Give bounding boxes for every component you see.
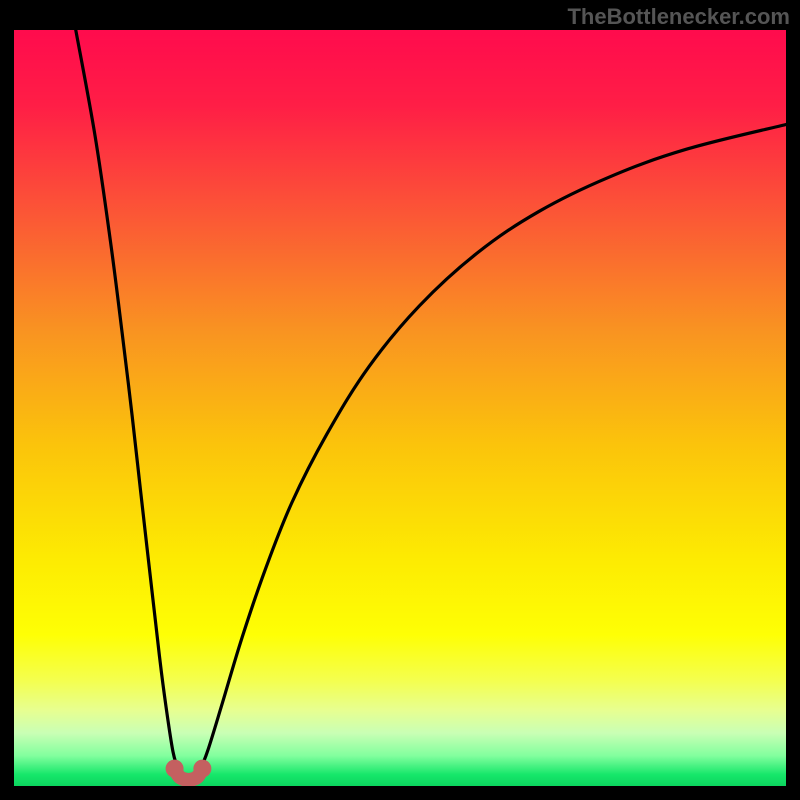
curve-layer — [14, 30, 786, 786]
curve-left — [76, 30, 178, 769]
curve-right — [201, 125, 786, 769]
watermark-text: TheBottlenecker.com — [567, 4, 790, 30]
bottom-u-dot-left — [166, 760, 184, 778]
bottom-u-dot-right — [193, 760, 211, 778]
plot-area — [14, 30, 786, 786]
